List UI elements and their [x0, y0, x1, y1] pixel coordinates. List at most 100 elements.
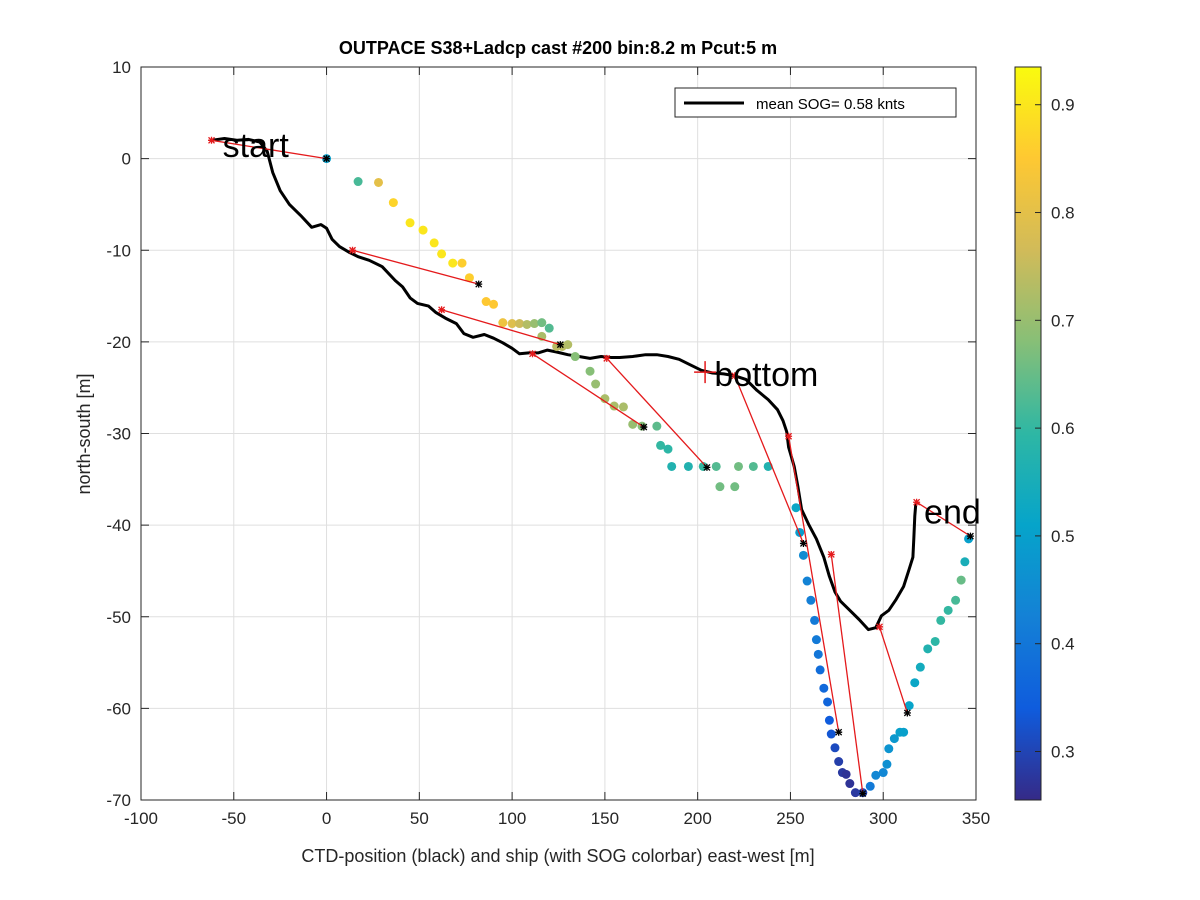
- ship-point: [850, 788, 860, 798]
- ship-point: [481, 297, 491, 307]
- ship-point: [791, 503, 801, 513]
- ship-point: [830, 743, 840, 753]
- ship-point: [813, 649, 823, 659]
- x-tick-label: 200: [683, 809, 711, 828]
- ship-point: [405, 218, 415, 228]
- connector-line: [830, 554, 864, 794]
- connector-line: [532, 353, 645, 428]
- ship-point: [652, 421, 662, 431]
- colorbar-tick-label: 0.6: [1051, 419, 1075, 438]
- y-tick-label: -40: [106, 516, 131, 535]
- ship-point: [841, 769, 851, 779]
- ship-point: [437, 249, 447, 259]
- ship-point: [815, 665, 825, 675]
- ship-point: [884, 744, 894, 754]
- connector-line: [606, 357, 708, 468]
- ctd-position-marker: [529, 350, 537, 358]
- ship-point: [882, 759, 892, 769]
- ship-point: [871, 770, 881, 780]
- ship-point: [910, 678, 920, 688]
- ship-point: [889, 734, 899, 744]
- colorbar: 0.3 0.4 0.5 0.6 0.7 0.8 0.9: [1014, 66, 1075, 801]
- ship-position-marker: [835, 728, 843, 736]
- connector-line: [211, 139, 327, 160]
- ship-point: [667, 461, 677, 471]
- ship-point: [537, 318, 547, 328]
- ship-position-marker: [859, 790, 867, 798]
- red-connectors: [211, 139, 971, 794]
- ship-point: [656, 440, 666, 450]
- bottom-marker: [694, 361, 717, 384]
- ship-point: [899, 727, 909, 737]
- ship-position-marker: [966, 532, 974, 540]
- colorbar-gradient: [1014, 66, 1042, 801]
- ship-position-marker: [556, 341, 564, 349]
- ship-point: [865, 781, 875, 791]
- ship-point: [823, 697, 833, 707]
- x-tick-label: -50: [221, 809, 246, 828]
- ship-point: [960, 557, 970, 567]
- colorbar-tick-label: 0.5: [1051, 527, 1075, 546]
- ship-point: [748, 461, 758, 471]
- x-tick-label: 100: [498, 809, 526, 828]
- ship-sog-points: [322, 154, 974, 798]
- ship-point: [515, 319, 525, 329]
- ship-position-marker: [799, 539, 807, 547]
- ship-point: [923, 644, 933, 654]
- annotation-bottom: bottom: [714, 356, 818, 394]
- ship-position-marker: [703, 463, 711, 471]
- ship-point: [878, 768, 888, 778]
- x-tick-label: 150: [591, 809, 619, 828]
- x-tick-label: 300: [869, 809, 897, 828]
- ctd-position-marker: [438, 306, 446, 314]
- ctd-position-marker: [913, 498, 921, 506]
- ship-position-marker: [640, 423, 648, 431]
- ship-point: [824, 715, 834, 725]
- ship-point: [353, 177, 363, 187]
- ship-point: [798, 550, 808, 560]
- y-tick-label: 0: [122, 150, 131, 169]
- ship-point: [570, 352, 580, 362]
- ship-point: [663, 444, 673, 454]
- ship-position-marker: [323, 155, 331, 163]
- ship-point: [943, 605, 953, 615]
- ship-point: [806, 595, 816, 605]
- annotations: start bottom end: [223, 127, 981, 531]
- x-axis-label: CTD-position (black) and ship (with SOG …: [301, 846, 814, 866]
- ship-point: [498, 318, 508, 328]
- ship-point: [591, 379, 601, 389]
- ship-point: [448, 258, 458, 268]
- colorbar-ticks: 0.3 0.4 0.5 0.6 0.7 0.8 0.9: [1015, 96, 1075, 761]
- ship-point: [956, 575, 966, 585]
- y-tick-label: -50: [106, 608, 131, 627]
- ship-point: [834, 757, 844, 767]
- y-tick-label: 10: [112, 58, 131, 77]
- ctd-position-marker: [827, 550, 835, 558]
- ship-point: [733, 461, 743, 471]
- ship-point: [457, 258, 467, 268]
- plot-frame: [140, 66, 977, 801]
- ship-position-marker: [903, 709, 911, 717]
- ctd-position-marker: [349, 246, 357, 254]
- ship-point: [936, 615, 946, 625]
- ctd-position-marker: [785, 432, 793, 440]
- ctd-position-marker: [731, 372, 739, 380]
- ship-position-marker: [475, 280, 483, 288]
- ship-point: [930, 636, 940, 646]
- connector-line: [734, 375, 805, 544]
- ship-point: [715, 482, 725, 492]
- ship-point: [388, 198, 398, 208]
- x-tick-label: 250: [776, 809, 804, 828]
- x-tick-label: 50: [410, 809, 429, 828]
- chart-title: OUTPACE S38+Ladcp cast #200 bin:8.2 m Pc…: [339, 38, 777, 58]
- x-tick-label: 350: [962, 809, 990, 828]
- ship-point: [730, 482, 740, 492]
- annotation-end: end: [924, 493, 981, 531]
- connector-line: [787, 436, 840, 733]
- ship-point: [507, 319, 517, 329]
- ship-point: [845, 779, 855, 789]
- annotation-start: start: [223, 127, 290, 165]
- y-axis-label: north-south [m]: [74, 373, 94, 494]
- x-tick-label: 0: [322, 809, 331, 828]
- ship-point: [915, 662, 925, 672]
